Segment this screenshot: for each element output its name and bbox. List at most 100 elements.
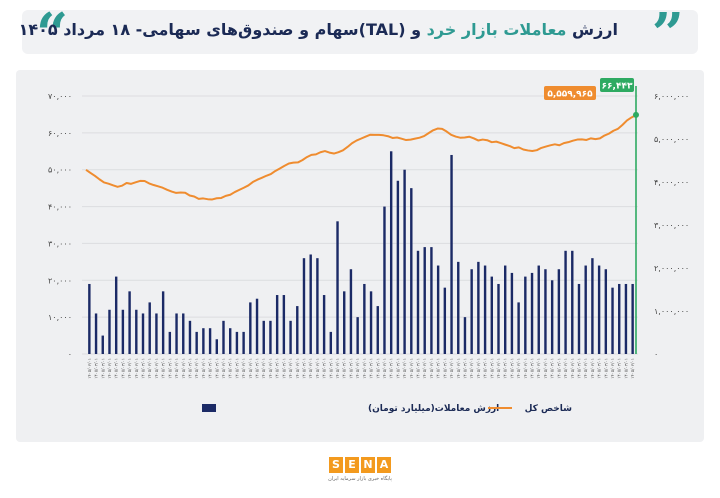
x-tick-label: ۱۴۰۵/۰۳/۰۱ bbox=[402, 358, 407, 379]
y-left-tick-label: ۰ bbox=[68, 350, 72, 359]
x-tick-label: ۱۴۰۵/۰۳/۰۱ bbox=[442, 358, 447, 379]
bar bbox=[490, 276, 493, 354]
bar bbox=[302, 258, 306, 354]
bar bbox=[148, 302, 151, 354]
quote-open-icon: “ bbox=[36, 1, 69, 67]
bar bbox=[141, 313, 145, 354]
bar bbox=[363, 283, 366, 354]
x-tick-label: ۱۴۰۵/۰۳/۰۱ bbox=[174, 358, 179, 379]
title-part-2: و bbox=[405, 20, 427, 39]
y-left-tick-label: ۲۰,۰۰۰ bbox=[48, 276, 72, 285]
x-tick-label: ۱۴۰۵/۰۳/۰۱ bbox=[87, 358, 92, 379]
y-left-tick-label: ۱۰,۰۰۰ bbox=[48, 313, 72, 322]
index-value-badge bbox=[544, 86, 596, 100]
x-tick-label: ۱۴۰۵/۰۳/۰۱ bbox=[382, 358, 387, 379]
bar bbox=[517, 302, 520, 354]
x-tick-label: ۱۴۰۵/۰۳/۰۱ bbox=[416, 358, 421, 379]
title-part-3: سهام و صندوق‌های سهامی- ۱۸ مرداد ۱۴۰۵ bbox=[18, 20, 359, 39]
bar bbox=[222, 320, 225, 354]
bar-value-label: ۶۶,۴۴۳ bbox=[602, 82, 633, 92]
x-tick-label: ۱۴۰۵/۰۳/۰۱ bbox=[422, 358, 427, 379]
bar bbox=[389, 151, 393, 354]
bar bbox=[497, 283, 500, 354]
x-tick-label: ۱۴۰۵/۰۳/۰۱ bbox=[107, 358, 112, 379]
x-tick-label: ۱۴۰۵/۰۳/۰۱ bbox=[409, 358, 414, 379]
y-left-tick-label: ۳۰,۰۰۰ bbox=[48, 239, 72, 248]
x-tick-label: ۱۴۰۵/۰۳/۰۱ bbox=[281, 358, 286, 379]
bar bbox=[624, 283, 628, 354]
highlight-marker bbox=[633, 111, 639, 118]
bar bbox=[356, 317, 359, 354]
bar-value-badge bbox=[600, 78, 634, 92]
index-line bbox=[85, 114, 637, 201]
x-tick-label: ۱۴۰۵/۰۳/۰۱ bbox=[617, 358, 622, 379]
x-tick-label: ۱۴۰۵/۰۳/۰۱ bbox=[462, 358, 467, 379]
bar bbox=[457, 261, 460, 354]
x-tick-label: ۱۴۰۵/۰۳/۰۱ bbox=[221, 358, 226, 379]
x-tick-label: ۱۴۰۵/۰۳/۰۱ bbox=[556, 358, 561, 379]
bar bbox=[383, 206, 386, 354]
x-tick-label: ۱۴۰۵/۰۳/۰۱ bbox=[181, 358, 186, 379]
x-tick-label: ۱۴۰۵/۰۳/۰۱ bbox=[241, 358, 246, 379]
x-tick-label: ۱۴۰۵/۰۳/۰۱ bbox=[623, 358, 628, 379]
bar bbox=[275, 295, 279, 354]
bar bbox=[255, 298, 259, 354]
bar bbox=[343, 291, 346, 354]
bar bbox=[591, 258, 594, 354]
bar bbox=[403, 169, 406, 354]
bar bbox=[88, 283, 91, 354]
bar bbox=[571, 250, 574, 354]
x-tick-label: ۱۴۰۵/۰۳/۰۱ bbox=[449, 358, 454, 379]
bar bbox=[289, 320, 292, 354]
x-tick-label: ۱۴۰۵/۰۳/۰۱ bbox=[348, 358, 353, 379]
x-tick-label: ۱۴۰۵/۰۳/۰۱ bbox=[228, 358, 233, 379]
bar bbox=[208, 328, 212, 354]
trading-value-chart: ۰ ۱۰,۰۰۰ ۲۰,۰۰۰ ۳۰,۰۰۰ ۴۰,۰۰۰ ۵۰,۰۰۰ ۶۰,۰۰۰ ۷۰,… bbox=[48, 78, 689, 414]
logo-subtitle: پایگاه خبری بازار سرمایه ایران bbox=[328, 476, 392, 482]
bar bbox=[436, 265, 440, 354]
bar bbox=[537, 265, 540, 354]
bar bbox=[262, 320, 265, 354]
bar bbox=[369, 291, 373, 354]
bar bbox=[94, 313, 98, 354]
y-left-tick-label: ۷۰,۰۰۰ bbox=[48, 92, 72, 101]
y-right-tick-label: ۵,۰۰۰,۰۰۰ bbox=[654, 135, 689, 144]
x-tick-label: ۱۴۰۵/۰۳/۰۱ bbox=[295, 358, 300, 379]
y-right-tick-label: ۲,۰۰۰,۰۰۰ bbox=[654, 264, 689, 273]
bar bbox=[631, 283, 634, 354]
bar bbox=[410, 188, 413, 354]
bar bbox=[155, 313, 158, 354]
bar bbox=[470, 269, 473, 354]
x-tick-label: ۱۴۰۵/۰۳/۰۱ bbox=[576, 358, 581, 379]
bar bbox=[121, 309, 125, 354]
x-tick-label: ۱۴۰۵/۰۳/۰۱ bbox=[187, 358, 192, 379]
y-right-tick-label: ۱,۰۰۰,۰۰۰ bbox=[654, 307, 689, 316]
x-tick-label: ۱۴۰۵/۰۳/۰۱ bbox=[375, 358, 380, 379]
x-tick-label: ۱۴۰۵/۰۳/۰۱ bbox=[610, 358, 615, 379]
bar bbox=[114, 276, 118, 354]
title-highlight-1: معاملات بازار خرد bbox=[426, 20, 567, 39]
bar bbox=[282, 295, 286, 354]
title-part-1: ارزش bbox=[566, 20, 618, 39]
x-tick-label: ۱۴۰۵/۰۳/۰۱ bbox=[516, 358, 521, 379]
y-right-tick-label: ۳,۰۰۰,۰۰۰ bbox=[654, 221, 689, 230]
x-tick-label: ۱۴۰۵/۰۳/۰۱ bbox=[436, 358, 441, 379]
x-tick-label: ۱۴۰۵/۰۳/۰۱ bbox=[489, 358, 494, 379]
title-highlight-2: (TAL) bbox=[358, 20, 406, 39]
legend-line-label: شاخص کل bbox=[525, 404, 573, 414]
x-tick-label: ۱۴۰۵/۰۳/۰۱ bbox=[496, 358, 501, 379]
x-tick-label: ۱۴۰۵/۰۳/۰۱ bbox=[543, 358, 548, 379]
x-tick-label: ۱۴۰۵/۰۳/۰۱ bbox=[369, 358, 374, 379]
x-tick-label: ۱۴۰۵/۰۳/۰۱ bbox=[234, 358, 239, 379]
x-tick-label: ۱۴۰۵/۰۳/۰۱ bbox=[476, 358, 481, 379]
bar bbox=[309, 254, 312, 354]
x-tick-label: ۱۴۰۵/۰۳/۰۱ bbox=[536, 358, 541, 379]
bar bbox=[322, 295, 326, 354]
bar bbox=[584, 265, 587, 354]
x-tick-label: ۱۴۰۵/۰۳/۰۱ bbox=[530, 358, 535, 379]
x-tick-label: ۱۴۰۵/۰۳/۰۱ bbox=[603, 358, 608, 379]
bar bbox=[416, 250, 420, 354]
bar bbox=[349, 269, 353, 354]
